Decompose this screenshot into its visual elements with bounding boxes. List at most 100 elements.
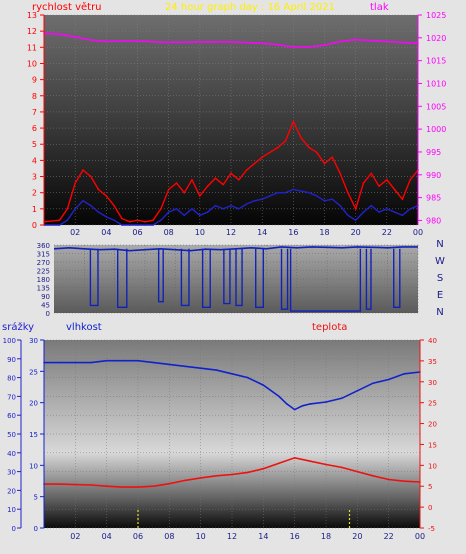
precipitation-tick-label: 30: [7, 469, 16, 477]
data-point: [58, 33, 61, 35]
wind-speed-tick-label: 9: [32, 76, 37, 85]
pressure-tick-label: 1025: [426, 11, 446, 20]
data-point: [409, 178, 412, 181]
pressure-tick-label: 985: [426, 194, 441, 203]
hour-tick-label: 06: [133, 532, 143, 541]
data-point: [82, 169, 84, 171]
data-point: [253, 162, 256, 165]
data-point: [354, 219, 357, 221]
precipitation-axis-label: srážky: [2, 321, 34, 333]
hour-tick-label: 20: [352, 532, 362, 541]
data-point: [191, 178, 193, 181]
wind-speed-tick-label: 4: [32, 156, 37, 165]
data-point: [58, 219, 61, 221]
data-point: [105, 195, 108, 197]
data-point: [308, 46, 310, 48]
series-line-gust: [43, 119, 419, 223]
data-point: [245, 169, 248, 171]
data-point: [152, 361, 155, 364]
wind-speed-tick-label: 11: [27, 43, 37, 52]
data-point: [121, 224, 123, 226]
data-point: [292, 46, 295, 48]
data-point: [230, 172, 232, 175]
humidity-axis-label: vlhkost: [66, 322, 102, 333]
data-point: [121, 217, 123, 220]
wind-speed-tick-label: 8: [32, 92, 37, 101]
data-point: [387, 378, 390, 381]
wind-direction-shift: [223, 248, 231, 305]
data-point: [246, 471, 249, 474]
data-point: [74, 208, 76, 210]
data-point: [136, 224, 139, 226]
data-point: [113, 219, 115, 221]
compass-label: N: [436, 307, 443, 318]
hour-tick-label: 12: [227, 532, 237, 541]
wind-speed-tick-label: 2: [32, 189, 37, 198]
hour-tick-label: 14: [258, 532, 268, 541]
hour-tick-label: 22: [384, 532, 394, 541]
data-point: [262, 384, 265, 386]
data-point: [323, 199, 326, 202]
data-point: [308, 191, 310, 194]
data-point: [184, 365, 186, 368]
data-point: [276, 146, 279, 149]
data-point: [401, 41, 404, 44]
hour-tick-label: 20: [351, 228, 361, 237]
pressure-tick-label: 1005: [426, 102, 446, 111]
data-point: [89, 175, 92, 178]
precipitation-tick-label: 20: [7, 487, 16, 495]
wind-speed-tick-label: 10: [27, 59, 37, 68]
data-point: [214, 204, 217, 207]
bot-ticks: 0102030405060708090100051015202530-50510…: [3, 337, 437, 541]
data-point: [58, 483, 61, 485]
humidity-tick-label: 0: [34, 525, 38, 533]
data-point: [276, 191, 279, 194]
data-point: [230, 204, 232, 207]
data-point: [167, 41, 170, 44]
data-point: [183, 191, 186, 194]
hour-tick-label: 02: [70, 532, 80, 541]
precipitation-tick-label: 0: [12, 525, 16, 533]
data-point: [90, 484, 92, 486]
data-point: [347, 191, 349, 194]
data-point: [215, 474, 218, 477]
data-point: [246, 376, 249, 379]
precipitation-tick-label: 90: [7, 356, 16, 364]
data-point: [136, 219, 139, 221]
wind-speed-tick-label: 0: [32, 221, 37, 230]
humidity-tick-label: 30: [29, 337, 38, 345]
wind-direction-shift: [393, 248, 401, 309]
data-point: [74, 182, 76, 184]
wind-speed-tick-label: 13: [27, 11, 37, 20]
data-point: [167, 188, 170, 191]
data-point: [370, 39, 373, 42]
data-point: [372, 474, 374, 477]
humidity-tick-label: 25: [29, 368, 38, 376]
top-ticks: 0123456789101112139809859909951000100510…: [27, 11, 447, 237]
temperature-tick-label: 25: [428, 400, 437, 408]
pressure-tick-label: 995: [426, 148, 441, 157]
data-point: [184, 479, 186, 482]
data-point: [356, 470, 359, 473]
hour-tick-label: 00: [415, 532, 425, 541]
data-point: [160, 219, 162, 221]
data-point: [175, 182, 178, 184]
data-point: [231, 373, 233, 375]
compass-label: S: [437, 273, 443, 284]
temperature-tick-label: 20: [428, 421, 437, 429]
hour-tick-label: 08: [164, 532, 174, 541]
data-point: [325, 401, 327, 403]
data-point: [315, 151, 318, 154]
data-point: [199, 367, 202, 370]
wind-speed-axis-label: rychlost větru: [32, 1, 102, 13]
data-point: [253, 199, 256, 202]
hour-tick-label: 22: [382, 228, 392, 237]
direction-tick-label: 360: [37, 242, 50, 250]
hour-tick-label: 02: [70, 228, 80, 237]
humidity-tick-label: 20: [29, 400, 38, 408]
data-point: [144, 224, 147, 226]
data-point: [309, 403, 312, 405]
